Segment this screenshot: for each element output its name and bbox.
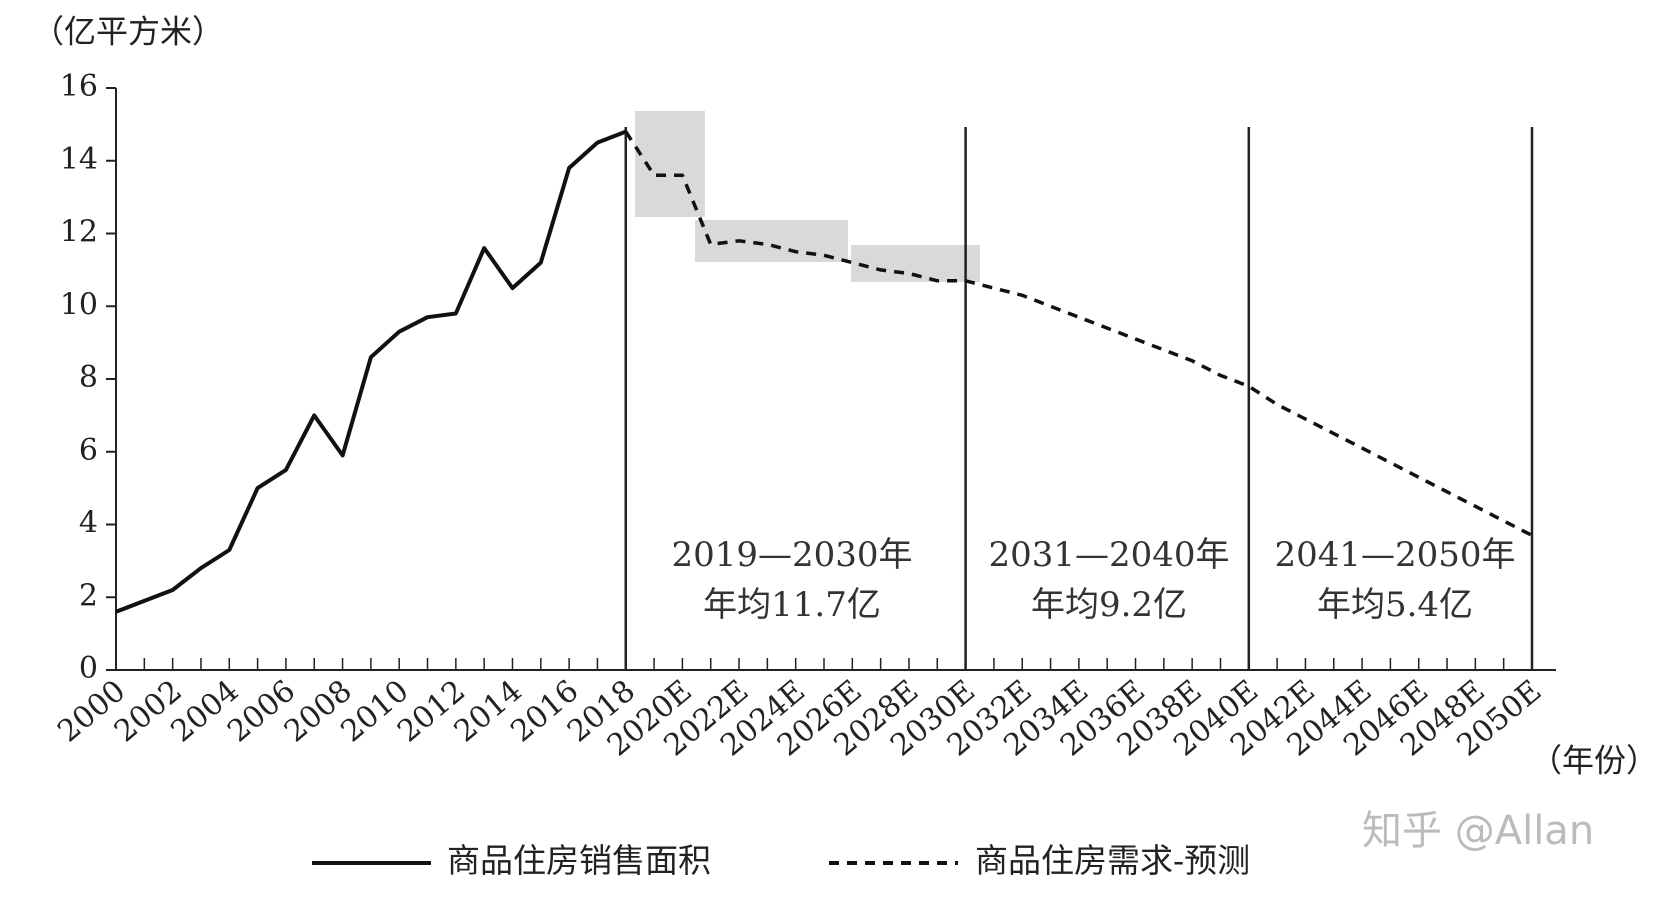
y-tick-label: 12 xyxy=(60,215,98,250)
annotation: 2041—2050年 xyxy=(1274,535,1515,575)
legend-label: 商品住房销售面积 xyxy=(447,841,711,880)
annotation: 2031—2040年 xyxy=(988,535,1229,575)
y-tick-label: 14 xyxy=(60,142,98,177)
annotation: 2019—2030年 xyxy=(671,535,912,575)
y-tick-label: 16 xyxy=(60,69,98,104)
y-tick-label: 8 xyxy=(79,360,98,395)
y-tick-label: 4 xyxy=(79,506,98,541)
y-tick-label: 0 xyxy=(79,651,98,686)
y-axis-label: （亿平方米） xyxy=(32,13,224,51)
series-line xyxy=(624,130,1533,537)
y-tick-label: 10 xyxy=(60,287,98,322)
y-tick-label: 6 xyxy=(79,433,98,468)
annotation: 年均11.7亿 xyxy=(703,585,881,625)
legend-label: 商品住房需求-预测 xyxy=(975,841,1250,880)
watermark: 知乎 @Allan xyxy=(1362,808,1594,854)
annotation: 年均9.2亿 xyxy=(1031,585,1187,625)
x-axis-label: （年份） xyxy=(1530,742,1658,780)
highlight-box xyxy=(695,220,848,262)
y-tick-label: 2 xyxy=(79,578,98,613)
annotation: 年均5.4亿 xyxy=(1317,585,1473,625)
series-line xyxy=(115,129,627,614)
